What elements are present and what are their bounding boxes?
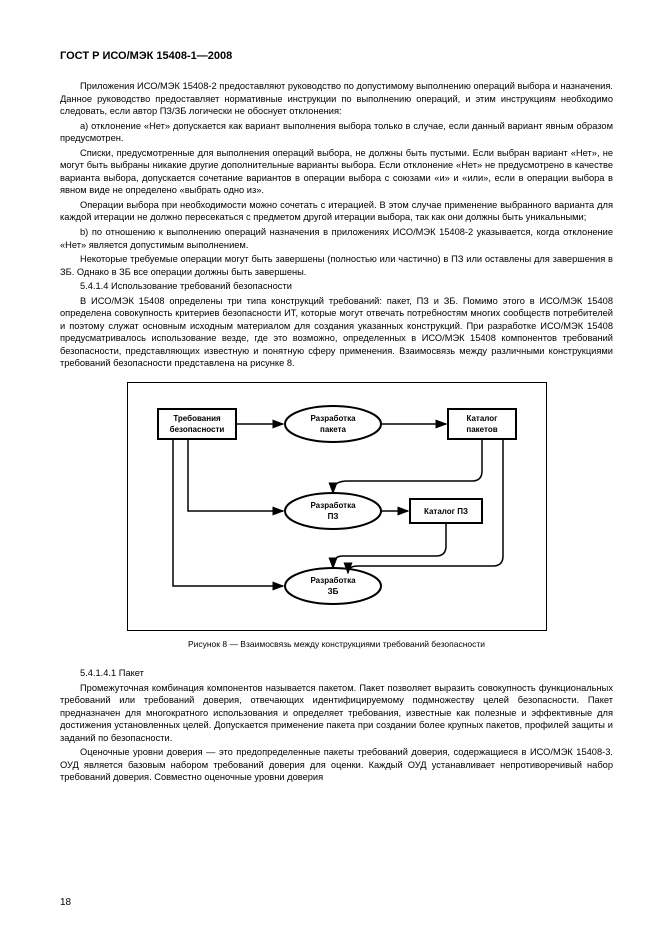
node-label: ЗБ — [327, 587, 338, 596]
document-header: ГОСТ Р ИСО/МЭК 15408-1—2008 — [60, 50, 613, 62]
node-label: Требования — [173, 414, 221, 423]
node-label: пакета — [320, 425, 347, 434]
node-label: Разработка — [310, 576, 356, 585]
node-label: Каталог ПЗ — [424, 507, 468, 516]
node-label: Каталог — [466, 414, 498, 423]
node-label: Разработка — [310, 414, 356, 423]
paragraph: Оценочные уровни доверия — это предопред… — [60, 746, 613, 784]
diagram-container: Требования безопасности Разработка пакет… — [60, 382, 613, 631]
node-label: ПЗ — [327, 512, 338, 521]
page-number: 18 — [60, 897, 71, 908]
node-label: пакетов — [466, 425, 497, 434]
arrow — [173, 439, 283, 586]
node-label: Разработка — [310, 501, 356, 510]
arrow — [333, 439, 482, 493]
paragraph: Операции выбора при необходимости можно … — [60, 199, 613, 224]
document-page: ГОСТ Р ИСО/МЭК 15408-1—2008 Приложения И… — [0, 0, 661, 936]
arrow — [333, 523, 446, 568]
paragraph: 5.4.1.4 Использование требований безопас… — [60, 280, 613, 293]
paragraph: Списки, предусмотренные для выполнения о… — [60, 147, 613, 197]
document-body-2: 5.4.1.4.1 Пакет Промежуточная комбинация… — [60, 667, 613, 784]
node-pz-dev — [285, 493, 381, 529]
figure-caption: Рисунок 8 — Взаимосвязь между конструкци… — [60, 639, 613, 649]
arrow — [188, 439, 283, 511]
paragraph: Промежуточная комбинация компонентов наз… — [60, 682, 613, 745]
paragraph: a) отклонение «Нет» допускается как вари… — [60, 120, 613, 145]
paragraph: Некоторые требуемые операции могут быть … — [60, 253, 613, 278]
diagram-frame: Требования безопасности Разработка пакет… — [127, 382, 547, 631]
paragraph: 5.4.1.4.1 Пакет — [60, 667, 613, 680]
paragraph: В ИСО/МЭК 15408 определены три типа конс… — [60, 295, 613, 370]
node-pkg-dev — [285, 406, 381, 442]
paragraph: Приложения ИСО/МЭК 15408-2 предоставляют… — [60, 80, 613, 118]
flowchart-diagram: Требования безопасности Разработка пакет… — [148, 401, 528, 611]
node-zb-dev — [285, 568, 381, 604]
paragraph: b) по отношению к выполнению операций на… — [60, 226, 613, 251]
node-label: безопасности — [169, 425, 224, 434]
document-body: Приложения ИСО/МЭК 15408-2 предоставляют… — [60, 80, 613, 370]
